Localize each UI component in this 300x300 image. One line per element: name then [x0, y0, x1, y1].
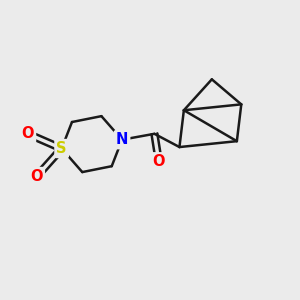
Text: O: O: [153, 154, 165, 169]
Text: O: O: [30, 169, 43, 184]
Text: O: O: [22, 126, 34, 141]
Text: S: S: [56, 141, 67, 156]
Text: N: N: [116, 132, 128, 147]
